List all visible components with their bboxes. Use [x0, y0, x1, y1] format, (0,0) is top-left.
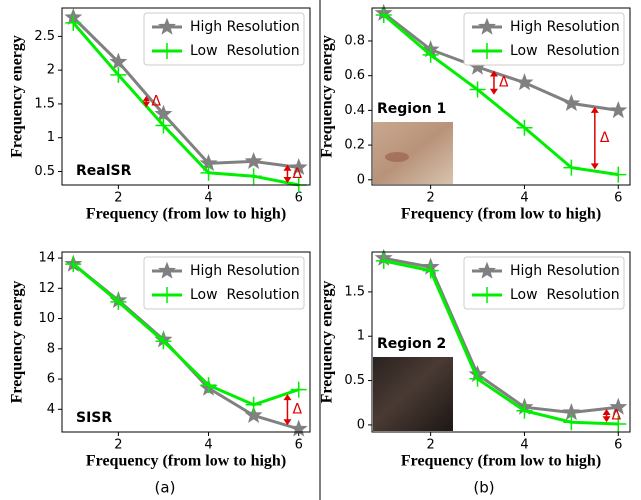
- marker: [611, 102, 626, 117]
- x-axis-label: Frequency (from low to high): [401, 206, 601, 223]
- x-axis-label: Frequency (from low to high): [86, 453, 286, 470]
- x-tick-label: 4: [520, 191, 528, 206]
- marker: [246, 168, 262, 184]
- legend-label: Low Resolution: [190, 287, 300, 303]
- delta-label: Δ: [292, 402, 302, 418]
- marker: [246, 153, 261, 167]
- marker: [517, 75, 532, 90]
- x-tick-label: 2: [426, 438, 434, 453]
- panel-label: (b): [473, 479, 494, 497]
- y-axis-label: Frequency energy: [319, 281, 336, 404]
- legend-label: Low Resolution: [510, 43, 620, 59]
- x-tick-label: 6: [295, 438, 303, 453]
- x-tick-label: 4: [520, 438, 528, 453]
- y-tick-label: 10: [38, 311, 55, 326]
- legend-label: High Resolution: [190, 263, 300, 279]
- legend-label: High Resolution: [510, 19, 620, 35]
- y-tick-label: 1.5: [344, 284, 365, 299]
- region-image: [373, 122, 453, 184]
- x-tick-label: 6: [614, 191, 622, 206]
- y-tick-label: 4: [47, 402, 55, 417]
- x-tick-label: 2: [426, 191, 434, 206]
- y-tick-label: 1.5: [34, 96, 55, 111]
- x-tick-label: 2: [114, 191, 122, 206]
- x-axis-label: Frequency (from low to high): [86, 206, 286, 223]
- delta-label: Δ: [292, 166, 302, 182]
- annotation: Region 1: [377, 101, 446, 117]
- y-tick-label: 2.5: [34, 29, 55, 44]
- annotation: Region 2: [377, 336, 446, 352]
- y-axis-label: Frequency energy: [9, 35, 26, 158]
- y-tick-label: 0.8: [344, 33, 365, 48]
- region-image: [373, 357, 453, 431]
- annotation: RealSR: [76, 163, 132, 179]
- marker: [610, 167, 626, 183]
- delta-label: Δ: [612, 408, 622, 424]
- y-tick-label: 2: [47, 63, 55, 78]
- delta-label: Δ: [600, 130, 610, 146]
- y-tick-label: 14: [38, 251, 55, 266]
- legend-label: High Resolution: [510, 263, 620, 279]
- y-tick-label: 12: [38, 281, 55, 296]
- y-tick-label: 0.5: [34, 164, 55, 179]
- y-tick-label: 0: [357, 172, 365, 187]
- legend-label: Low Resolution: [190, 43, 300, 59]
- marker: [563, 414, 579, 430]
- y-axis-label: Frequency energy: [319, 35, 336, 158]
- marker: [291, 382, 307, 398]
- region-spot: [385, 152, 409, 162]
- figure: (a) (b) RealSR 0.5 1 1.5 2 2.5 2 4 6 Frequency (f…: [0, 0, 641, 500]
- y-tick-label: 8: [47, 341, 55, 356]
- y-tick-label: 0.2: [344, 138, 365, 153]
- y-axis-label: Frequency energy: [9, 281, 26, 404]
- x-tick-label: 4: [204, 438, 212, 453]
- panel-label: (a): [155, 479, 176, 497]
- y-tick-label: 0.5: [344, 373, 365, 388]
- y-tick-label: 0.6: [344, 68, 365, 83]
- delta-label: Δ: [151, 94, 161, 110]
- annotation: SISR: [76, 410, 112, 426]
- x-tick-label: 4: [204, 191, 212, 206]
- x-tick-label: 6: [614, 438, 622, 453]
- delta-label: Δ: [499, 75, 509, 91]
- x-axis-label: Frequency (from low to high): [401, 453, 601, 470]
- y-tick-label: 1: [357, 329, 365, 344]
- x-tick-label: 2: [114, 438, 122, 453]
- y-tick-label: 1: [47, 130, 55, 145]
- page: {"panel_labels": ["(a)", "(b)"], "chart_…: [0, 0, 641, 500]
- legend-label: Low Resolution: [510, 287, 620, 303]
- marker: [564, 95, 579, 110]
- legend-label: High Resolution: [190, 19, 300, 35]
- y-tick-label: 6: [47, 372, 55, 387]
- y-tick-label: 0.4: [344, 103, 365, 118]
- y-tick-label: 0: [357, 417, 365, 432]
